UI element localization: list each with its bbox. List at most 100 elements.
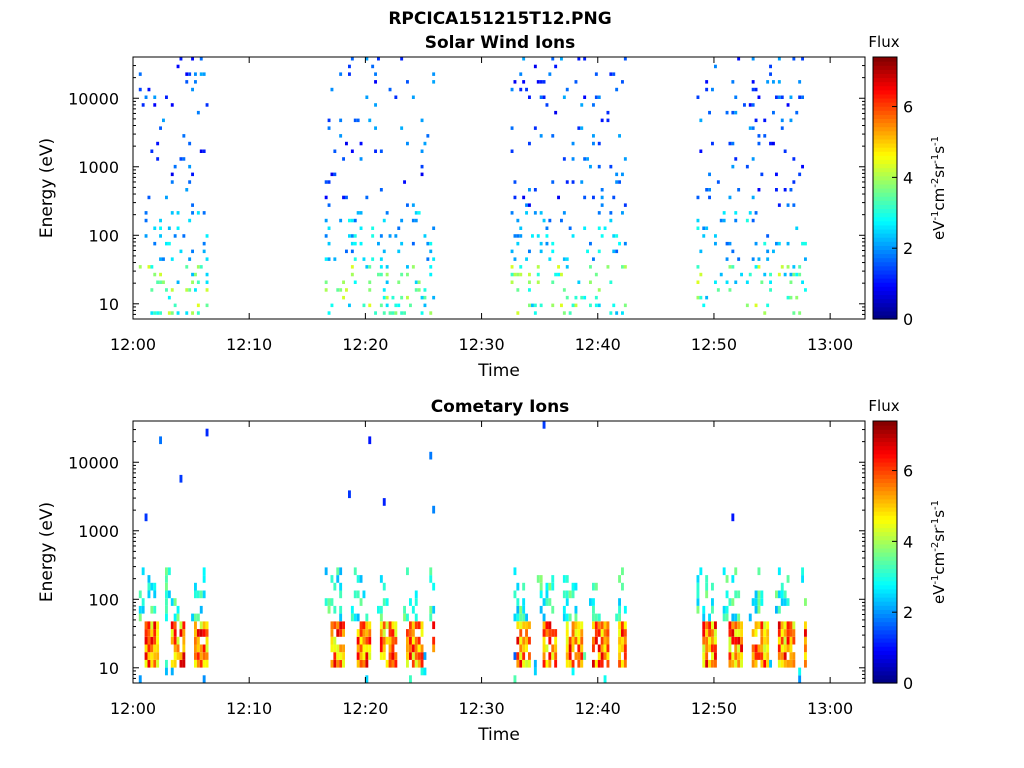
heatmap-cell [539,249,543,254]
heatmap-cell [769,72,772,76]
heatmap-cell [562,157,566,161]
heatmap-cell [173,234,177,238]
heatmap-cell [510,149,514,153]
heatmap-cell [194,636,197,645]
heatmap-cell [780,265,784,269]
heatmap-cell [324,598,328,606]
heatmap-cell [138,590,142,599]
heatmap-cell [147,659,151,668]
heatmap-cell [725,280,729,284]
heatmap-cell [571,629,575,637]
colorbar-step [873,633,897,639]
colorbar-step [873,73,897,79]
heatmap-cell [385,265,389,269]
heatmap-cell [359,598,363,606]
heatmap-cell [350,605,354,614]
heatmap-cell [592,659,595,668]
heatmap-cell [623,57,627,61]
heatmap-cell [594,659,598,668]
heatmap-cell [147,265,151,269]
heatmap-cell [365,659,369,668]
heatmap-cell [330,636,334,645]
heatmap-cell [745,218,749,223]
heatmap-cell [574,582,578,591]
heatmap-cell [330,172,334,177]
heatmap-cell [528,659,531,668]
heatmap-cell [748,272,752,277]
heatmap-cell [417,636,421,645]
colorbar-step [873,224,897,230]
heatmap-cell [766,257,770,261]
heatmap-cell [623,652,627,660]
heatmap-cell [525,87,528,92]
heatmap-cell [777,652,781,660]
colorbar-step [873,61,897,66]
heatmap-cell [170,211,174,215]
colorbar-step [873,662,897,668]
heatmap-cell [548,257,552,261]
heatmap-cell [702,621,706,630]
heatmap-cell [760,659,764,668]
colorbar-step [873,613,897,619]
heatmap-cell [510,87,514,92]
heatmap-cell [429,605,433,614]
heatmap-cell [359,141,363,146]
heatmap-cell [176,605,180,614]
heatmap-cell [583,195,587,200]
heatmap-cell [165,659,168,668]
heatmap-cell [525,659,528,668]
heatmap-cell [757,141,761,146]
heatmap-cell [420,164,424,169]
heatmap-cell [545,629,549,637]
heatmap-cell [170,257,174,261]
heatmap-cell [336,575,340,583]
heatmap-cell [565,295,569,300]
heatmap-cell [699,149,703,153]
heatmap-cell [353,257,357,261]
heatmap-cell [165,567,168,576]
heatmap-cell [757,605,761,614]
heatmap-cell [798,311,802,315]
heatmap-cell [702,659,706,668]
heatmap-cell [167,567,171,576]
heatmap-cell [165,605,168,614]
heatmap-cell [748,126,752,130]
heatmap-cell [789,621,793,630]
heatmap-cell [339,567,343,576]
colorbar-step [873,461,897,467]
heatmap-cell [411,644,415,653]
heatmap-cell [342,621,345,630]
heatmap-cell [580,126,584,130]
heatmap-cell [775,605,778,614]
heatmap-cell [385,598,389,606]
heatmap-cell [574,605,578,614]
heatmap-cell [545,590,549,599]
heatmap-cell [147,621,151,630]
heatmap-cell [406,141,409,146]
heatmap-cell [138,613,142,622]
heatmap-cell [705,575,709,583]
heatmap-cell [167,311,171,315]
colorbar-step [873,106,897,111]
heatmap-cell [339,613,343,622]
heatmap-cell [786,636,790,645]
colorbar-step [873,527,897,533]
heatmap-cell [568,590,572,599]
colorbar-step [873,568,897,574]
heatmap-cell [722,613,726,622]
heatmap-cell [786,644,790,653]
heatmap-cell [780,621,784,630]
heatmap-cell [589,164,592,169]
heatmap-cell [528,303,531,308]
heatmap-cell [577,659,581,668]
heatmap-cell [522,652,526,660]
heatmap-cell [737,636,741,645]
colorbar-tick-label: 6 [903,462,913,481]
heatmap-cell [539,605,543,614]
heatmap-cell [751,157,755,161]
heatmap-cell [798,80,802,84]
heatmap-cell [705,590,709,599]
heatmap-cell [798,95,802,99]
heatmap-cell [400,126,404,130]
heatmap-cell [513,272,517,277]
